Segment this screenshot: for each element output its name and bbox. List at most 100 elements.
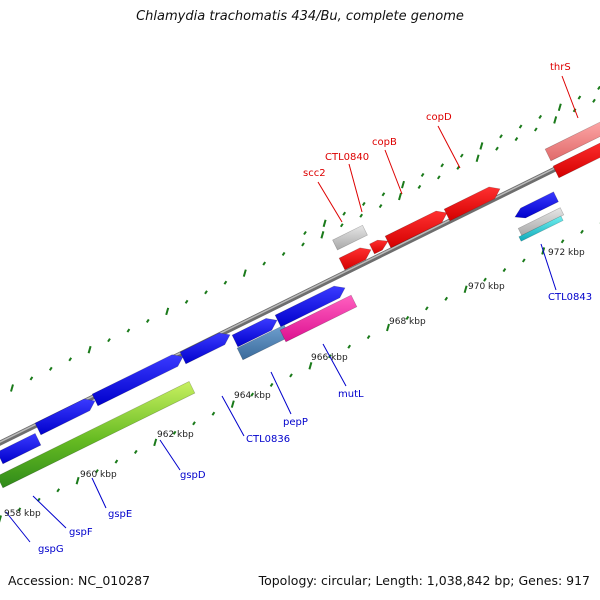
scale-tick — [145, 318, 150, 324]
scale-tick — [502, 268, 507, 273]
scale-tick — [48, 366, 53, 371]
scale-tick — [440, 163, 445, 168]
gene-gspe — [91, 354, 184, 407]
genome-stats-text: Topology: circular; Length: 1,038,842 bp… — [258, 573, 590, 588]
scale-tick — [592, 98, 596, 103]
scale-tick — [533, 127, 538, 132]
scale-label-958: 958 kbp — [4, 509, 41, 519]
gene-label-pepp: pepP — [283, 417, 308, 428]
scale-tick — [204, 290, 208, 295]
scale-tick — [114, 459, 119, 464]
scale-tick — [242, 269, 247, 277]
scale-tick — [381, 192, 386, 197]
scale-tick — [133, 449, 138, 455]
scale-tick — [68, 357, 73, 362]
scale-tick — [289, 373, 293, 378]
gene-label-ctl0836: CTL0836 — [246, 434, 290, 445]
scale-tick — [301, 242, 305, 247]
tick-row-lower — [0, 222, 600, 523]
gene-label-mutl: mutL — [338, 389, 364, 400]
scale-tick — [398, 192, 402, 201]
gene-thrs — [552, 142, 600, 179]
scale-tick — [444, 296, 449, 301]
gene-label-gspf: gspF — [69, 527, 93, 538]
scale-tick — [184, 299, 189, 304]
gene-label-thrs: thrS — [550, 62, 571, 73]
scale-tick — [479, 142, 484, 150]
scale-tick — [172, 430, 177, 435]
scale-tick — [475, 154, 480, 163]
scale-tick — [320, 231, 325, 239]
scale-tick — [405, 315, 410, 321]
leader-ctl0843 — [540, 243, 557, 291]
scale-tick — [417, 184, 422, 190]
scale-tick — [165, 307, 170, 316]
scale-tick — [580, 229, 584, 234]
gene-label-ctl0843: CTL0843 — [548, 292, 592, 303]
scale-label-960: 960 kbp — [80, 470, 117, 480]
scale-labels: 958 kbp 960 kbp 962 kbp 964 kbp 966 kbp … — [4, 248, 585, 519]
scale-tick — [577, 95, 582, 100]
scale-tick — [56, 488, 61, 493]
scale-tick — [342, 211, 347, 216]
leader-copd — [437, 125, 461, 169]
scale-tick — [153, 438, 158, 447]
gene-gspf — [34, 398, 96, 436]
accession-text: Accession: NC_010287 — [8, 573, 151, 588]
gene-gspg — [0, 433, 42, 465]
scale-tick — [230, 400, 235, 408]
leader-pepp — [270, 371, 292, 415]
scale-tick — [495, 146, 499, 151]
scale-tick — [322, 219, 327, 228]
scale-tick — [557, 103, 562, 112]
gene-scc2-grey — [332, 224, 368, 251]
scale-tick — [347, 344, 352, 349]
gene-gspd — [179, 332, 231, 365]
scale-tick — [223, 280, 228, 285]
gene-scc2 — [338, 247, 372, 271]
scale-tick — [359, 213, 364, 218]
scale-tick — [424, 306, 429, 311]
upper-gene-labels: scc2 CTL0840 copB copD thrS — [303, 62, 571, 179]
gene-label-copd: copD — [426, 112, 452, 123]
leader-gspg — [5, 511, 31, 543]
leader-copb — [384, 149, 403, 195]
scale-tick — [10, 384, 14, 392]
scale-tick — [87, 345, 92, 354]
scale-label-966: 966 kbp — [311, 353, 348, 363]
map-title: Chlamydia trachomatis 434/Bu, complete g… — [136, 9, 464, 24]
gene-label-scc2: scc2 — [303, 168, 326, 179]
scale-tick — [386, 323, 390, 332]
leader-mutl — [322, 343, 347, 387]
scale-tick — [553, 116, 558, 124]
scale-tick — [361, 201, 366, 207]
scale-tick — [308, 362, 313, 370]
leader-scc2 — [317, 181, 343, 223]
scale-tick — [463, 285, 468, 294]
gene-thrs-light — [544, 121, 600, 162]
tick-rows — [0, 85, 600, 523]
scale-label-972: 972 kbp — [548, 248, 585, 258]
scale-tick — [436, 175, 441, 180]
gene-label-copb: copB — [372, 137, 397, 148]
lower-gene-labels: gspG gspF gspE gspD CTL0836 pepP mutL CT… — [38, 292, 592, 555]
leader-ctl0840 — [348, 163, 363, 213]
gene-label-gspd: gspD — [180, 470, 206, 481]
gene-mutl — [279, 294, 358, 343]
scale-tick — [538, 114, 543, 119]
scale-tick — [211, 411, 216, 416]
scale-tick — [378, 204, 383, 209]
scale-tick — [107, 338, 111, 343]
scale-tick — [420, 172, 425, 178]
scale-tick — [499, 134, 503, 139]
gene-mutl-upper — [274, 285, 346, 328]
label-leader-lines — [5, 75, 579, 543]
gene-features — [0, 121, 600, 489]
leader-gspe — [91, 477, 107, 509]
scale-tick — [250, 392, 255, 397]
scale-tick — [281, 251, 286, 257]
gene-ctl0843-c — [518, 215, 564, 242]
scale-tick — [192, 421, 196, 426]
